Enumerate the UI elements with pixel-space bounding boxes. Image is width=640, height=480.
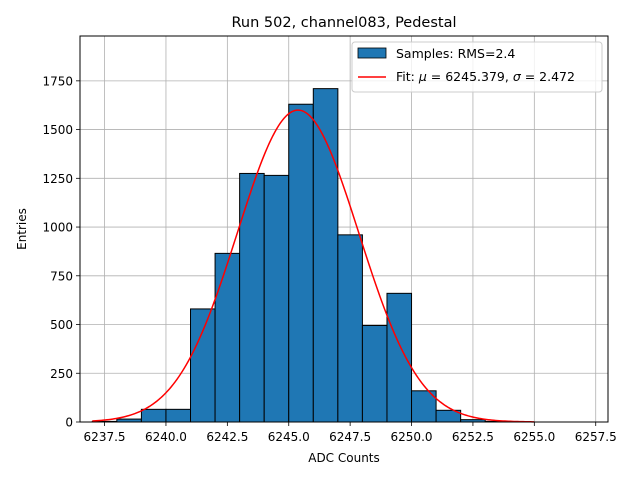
y-tick-label: 1500 xyxy=(42,123,73,137)
plot-frame xyxy=(79,35,609,423)
x-axis-ticks: 6237.5 6240.0 6242.5 6245.0 6247.5 6250.0 6252… xyxy=(84,422,617,444)
y-tick-label: 1250 xyxy=(42,172,73,186)
y-tick-label: 1000 xyxy=(42,221,73,235)
histogram-bar xyxy=(337,234,363,423)
x-tick-label: 6250.0 xyxy=(391,430,433,444)
gaussian-fit-curve xyxy=(92,109,535,423)
histogram-bar xyxy=(263,174,290,423)
chart-title: Run 502, channel083, Pedestal xyxy=(231,15,456,31)
legend-fit-sigma-text: = 2.472 xyxy=(521,69,575,84)
histogram-bar xyxy=(239,172,265,423)
x-tick-label: 6240.0 xyxy=(145,430,187,444)
histogram-bars xyxy=(91,88,511,423)
x-tick-label: 6252.5 xyxy=(452,430,494,444)
legend-samples-swatch xyxy=(357,47,387,59)
x-tick-label: 6255.0 xyxy=(513,430,555,444)
x-tick-label: 6247.5 xyxy=(329,430,371,444)
y-tick-label: 1750 xyxy=(42,74,73,88)
y-tick-label: 250 xyxy=(50,367,73,381)
legend-fit-prefix: Fit: xyxy=(396,69,419,84)
histogram-bar xyxy=(190,308,216,423)
legend-samples-label: Samples: RMS=2.4 xyxy=(396,46,515,61)
histogram-bar xyxy=(288,103,314,423)
legend-fit-mu-symbol: μ xyxy=(418,69,427,84)
histogram-bar xyxy=(312,88,339,423)
y-axis-label: Entries xyxy=(15,208,29,250)
histogram-bar xyxy=(140,408,167,423)
x-tick-label: 6237.5 xyxy=(84,430,126,444)
legend-fit-label: Fit: μ = 6245.379, σ = 2.472 xyxy=(396,69,575,84)
y-tick-label: 750 xyxy=(50,269,73,283)
legend: Samples: RMS=2.4 Fit: μ = 6245.379, σ = … xyxy=(351,41,603,93)
histogram-bar xyxy=(214,252,241,423)
x-tick-label: 6257.5 xyxy=(575,430,617,444)
x-tick-label: 6242.5 xyxy=(206,430,248,444)
histogram-bar xyxy=(165,408,192,423)
y-tick-label: 500 xyxy=(50,318,73,332)
x-axis-label: ADC Counts xyxy=(308,451,380,465)
legend-box xyxy=(351,41,603,93)
x-tick-label: 6245.0 xyxy=(268,430,310,444)
histogram-bar xyxy=(361,325,388,423)
legend-fit-sigma-symbol: σ xyxy=(513,69,522,84)
histogram-bar xyxy=(386,292,413,423)
legend-fit-mu-text: = 6245.379, xyxy=(427,69,513,84)
y-axis-ticks: 0 250 500 750 1000 1250 1500 1750 xyxy=(42,74,80,430)
y-tick-label: 0 xyxy=(65,416,73,430)
